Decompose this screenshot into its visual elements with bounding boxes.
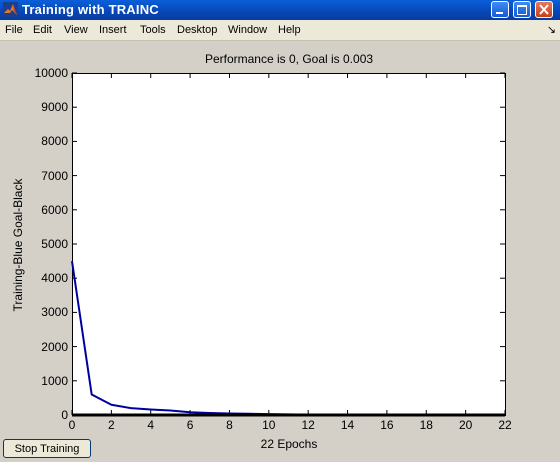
y-tick-label: 2000 <box>41 339 68 354</box>
menu-insert[interactable]: Insert <box>99 24 127 36</box>
minimize-icon <box>496 12 503 14</box>
x-tick-label: 14 <box>340 418 355 432</box>
maximize-icon <box>517 5 527 15</box>
x-tick-label: 18 <box>419 418 433 432</box>
matlab-logo-icon <box>3 2 18 17</box>
x-tick-label: 16 <box>380 418 394 432</box>
x-axis-label: 22 Epochs <box>260 437 318 451</box>
y-tick-label: 6000 <box>41 202 68 217</box>
menu-window[interactable]: Window <box>228 24 268 36</box>
menu-view[interactable]: View <box>64 24 88 36</box>
menu-bar: File Edit View Insert Tools Desktop Wind… <box>0 20 560 41</box>
close-button[interactable] <box>535 1 553 18</box>
menu-desktop[interactable]: Desktop <box>177 24 218 36</box>
close-icon <box>539 4 549 15</box>
y-tick-label: 4000 <box>41 271 68 286</box>
y-tick-label: 1000 <box>41 373 68 388</box>
menu-file[interactable]: File <box>5 24 23 36</box>
y-tick-label: 5000 <box>41 237 68 251</box>
maximize-button[interactable] <box>513 1 531 18</box>
y-tick-label: 7000 <box>41 168 68 183</box>
dock-arrow-icon[interactable]: ↘ <box>546 24 556 36</box>
menu-tools[interactable]: Tools <box>140 24 166 36</box>
menu-help[interactable]: Help <box>278 24 301 36</box>
y-tick-label: 3000 <box>41 305 68 320</box>
x-tick-label: 2 <box>108 418 115 432</box>
x-tick-label: 22 <box>498 418 512 432</box>
x-tick-label: 10 <box>262 418 276 432</box>
chart-title: Performance is 0, Goal is 0.003 <box>204 52 374 66</box>
y-tick-label: 10000 <box>34 66 68 80</box>
x-tick-label: 12 <box>301 418 315 432</box>
minimize-button[interactable] <box>491 1 509 18</box>
stop-training-button[interactable]: Stop Training <box>3 439 91 458</box>
x-tick-label: 0 <box>68 418 76 432</box>
x-tick-label: 6 <box>186 418 194 432</box>
y-tick-label: 9000 <box>41 100 68 115</box>
window-title: Training with TRAINC <box>22 2 159 17</box>
y-tick-label: 0 <box>61 408 68 422</box>
title-bar[interactable]: Training with TRAINC <box>0 0 560 20</box>
menu-edit[interactable]: Edit <box>33 24 52 36</box>
x-tick-label: 4 <box>147 418 155 432</box>
y-tick-label: 8000 <box>41 134 68 149</box>
x-tick-label: 8 <box>226 418 233 432</box>
training-series-line <box>71 260 505 416</box>
plot-area <box>72 73 506 416</box>
x-tick-label: 20 <box>458 418 473 432</box>
